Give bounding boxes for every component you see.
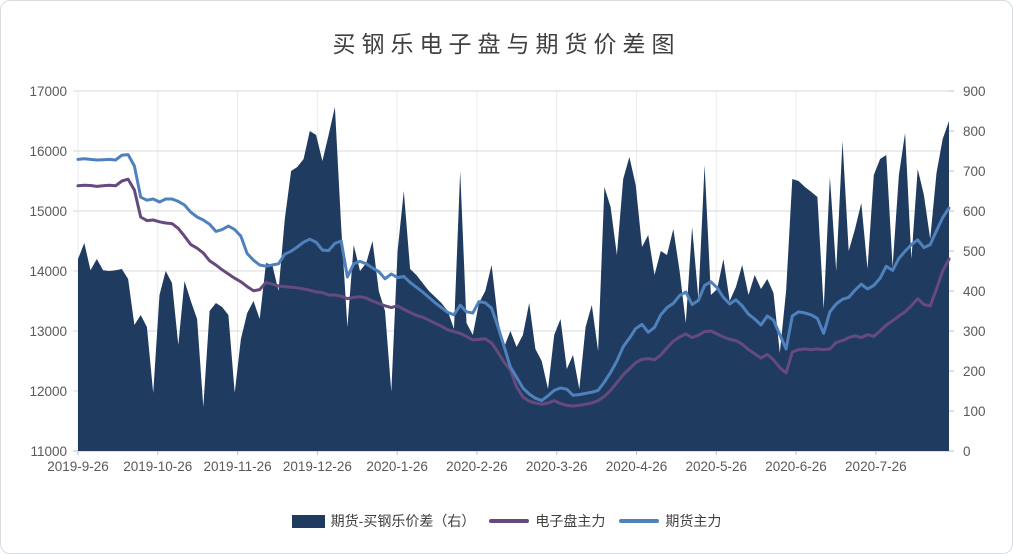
left-axis-label: 14000 bbox=[29, 264, 67, 279]
x-axis-label: 2020-2-26 bbox=[446, 459, 508, 474]
right-axis-label: 200 bbox=[963, 364, 986, 379]
left-axis-label: 13000 bbox=[29, 324, 67, 339]
electronic-main-line-series bbox=[76, 177, 951, 408]
right-axis-label: 900 bbox=[963, 84, 986, 99]
chart-legend: 期货-买钢乐价差（右） 电子盘主力 期货主力 bbox=[1, 511, 1012, 531]
x-axis-labels: 2019-9-26 2019-10-26 2019-11-26 2019-12-26 2… bbox=[47, 459, 906, 474]
electronic-line-swatch-icon bbox=[489, 519, 530, 523]
x-axis-label: 2020-7-26 bbox=[845, 459, 907, 474]
x-axis-label: 2020-1-26 bbox=[366, 459, 428, 474]
right-axis-label: 300 bbox=[963, 324, 986, 339]
left-axis-label: 15000 bbox=[29, 204, 67, 219]
futures-main-line-series bbox=[76, 153, 951, 403]
futures-line-swatch-icon bbox=[619, 519, 660, 523]
x-axis-label: 2019-10-26 bbox=[123, 459, 192, 474]
x-axis-label: 2019-9-26 bbox=[47, 459, 109, 474]
right-axis-labels: 900 800 700 600 500 400 300 200 100 0 bbox=[963, 84, 986, 459]
chart-title: 买钢乐电子盘与期货价差图 bbox=[332, 31, 681, 57]
x-axis-label: 2019-12-26 bbox=[283, 459, 352, 474]
left-axis-label: 17000 bbox=[29, 84, 67, 99]
legend-item-electronic: 电子盘主力 bbox=[489, 511, 605, 531]
left-axis-label: 12000 bbox=[29, 384, 67, 399]
right-axis-label: 0 bbox=[963, 444, 971, 459]
right-axis-label: 500 bbox=[963, 244, 986, 259]
x-axis-label: 2020-4-26 bbox=[606, 459, 668, 474]
right-axis-label: 800 bbox=[963, 124, 986, 139]
x-axis-label: 2020-6-26 bbox=[765, 459, 827, 474]
left-axis-label: 16000 bbox=[29, 144, 67, 159]
legend-label-futures: 期货主力 bbox=[665, 513, 722, 529]
right-axis-label: 700 bbox=[963, 164, 986, 179]
legend-label-electronic: 电子盘主力 bbox=[535, 513, 606, 529]
x-axis-label: 2019-11-26 bbox=[204, 459, 272, 474]
left-axis-label: 11000 bbox=[30, 444, 67, 459]
legend-item-spread: 期货-买钢乐价差（右） bbox=[291, 511, 476, 531]
legend-item-futures: 期货主力 bbox=[619, 511, 721, 531]
right-axis-label: 600 bbox=[963, 204, 986, 219]
x-axis-label: 2020-5-26 bbox=[685, 459, 747, 474]
right-axis-label: 400 bbox=[963, 284, 986, 299]
legend-label-spread: 期货-买钢乐价差（右） bbox=[330, 513, 476, 529]
axis-tick-marks bbox=[77, 90, 954, 455]
spread-area-series bbox=[78, 107, 949, 451]
spread-area-swatch-icon bbox=[291, 514, 325, 528]
x-axis-label: 2020-3-26 bbox=[526, 459, 588, 474]
right-axis-label: 100 bbox=[963, 404, 986, 419]
left-axis-labels: 17000 16000 15000 14000 13000 12000 11000 bbox=[29, 84, 67, 459]
